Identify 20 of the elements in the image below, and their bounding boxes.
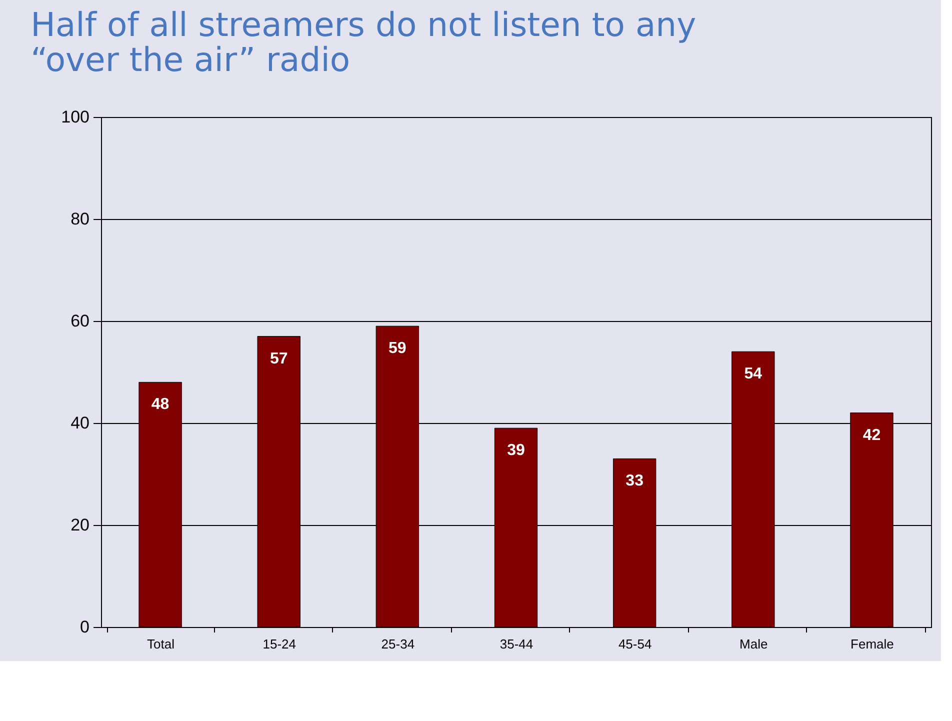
- x-tick-label: 25-34: [381, 636, 415, 652]
- data-label: 54: [744, 366, 762, 383]
- x-tick-label: 45-54: [618, 636, 652, 652]
- x-tick-label: 35-44: [500, 636, 534, 652]
- data-label: 39: [507, 442, 525, 460]
- data-label: 59: [388, 340, 406, 358]
- y-tick-label: 80: [70, 210, 90, 228]
- y-tick-label: 20: [70, 516, 90, 534]
- data-label: 33: [626, 472, 644, 490]
- x-tick-label: Female: [850, 636, 894, 652]
- data-label: 48: [151, 396, 170, 414]
- y-tick-label: 60: [70, 312, 90, 330]
- x-tick-label: Male: [740, 636, 768, 652]
- x-tick-label: 15-24: [262, 636, 296, 652]
- x-tick-label: Total: [147, 636, 175, 652]
- y-tick-label: 0: [80, 618, 90, 636]
- y-tick-label: 40: [70, 414, 90, 432]
- data-label: 57: [270, 350, 288, 368]
- data-label: 42: [862, 426, 881, 444]
- y-tick-label: 100: [61, 108, 90, 126]
